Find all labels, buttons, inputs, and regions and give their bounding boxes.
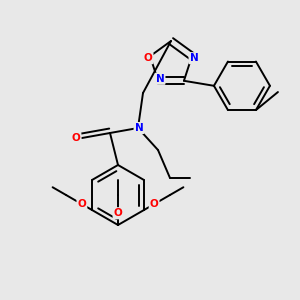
Text: N: N bbox=[190, 53, 198, 63]
Text: O: O bbox=[77, 199, 86, 209]
Text: N: N bbox=[135, 123, 143, 133]
Text: O: O bbox=[144, 53, 152, 63]
Text: O: O bbox=[150, 199, 158, 209]
Text: N: N bbox=[156, 74, 164, 84]
Text: O: O bbox=[114, 208, 122, 218]
Text: O: O bbox=[72, 133, 80, 143]
